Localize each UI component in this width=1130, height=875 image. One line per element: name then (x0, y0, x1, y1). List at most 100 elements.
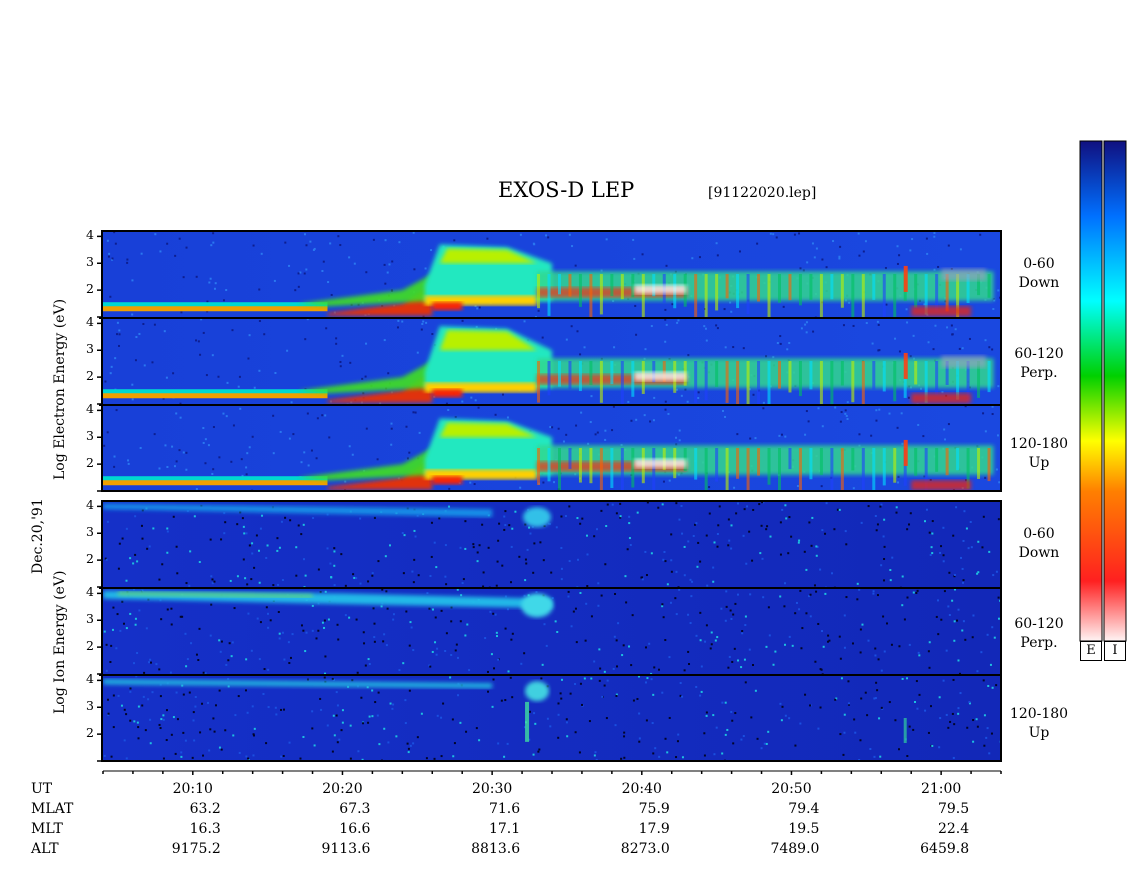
noise-pixel (281, 579, 284, 582)
noise-pixel (123, 708, 126, 711)
noise-pixel (774, 650, 777, 653)
burst-red (432, 476, 463, 485)
noise-pixel (583, 677, 586, 680)
stripe (662, 361, 666, 382)
noise-pixel (384, 282, 387, 285)
noise-pixel (368, 662, 371, 665)
colorbar-electron-label: E (1080, 641, 1102, 661)
noise-pixel (125, 757, 128, 760)
noise-pixel (575, 641, 578, 644)
noise-pixel (859, 739, 862, 742)
noise-pixel (171, 445, 174, 448)
noise-pixel (349, 724, 352, 727)
noise-pixel (982, 679, 985, 682)
noise-pixel (713, 753, 716, 756)
noise-pixel (541, 663, 544, 666)
noise-pixel (476, 560, 479, 563)
noise-pixel (336, 741, 339, 744)
noise-pixel (846, 417, 849, 420)
noise-pixel (117, 694, 120, 697)
noise-pixel (805, 410, 808, 413)
noise-pixel (765, 645, 768, 648)
noise-pixel (341, 721, 344, 724)
noise-pixel (738, 250, 741, 253)
noise-pixel (383, 339, 386, 342)
noise-pixel (524, 558, 527, 561)
noise-pixel (416, 514, 419, 517)
noise-pixel (657, 668, 660, 671)
noise-pixel (244, 689, 247, 692)
noise-pixel (877, 349, 880, 352)
noise-pixel (751, 663, 754, 666)
noise-pixel (146, 547, 149, 550)
noise-pixel (842, 753, 845, 756)
noise-pixel (767, 730, 770, 733)
noise-pixel (637, 675, 640, 678)
noise-pixel (843, 614, 846, 617)
noise-pixel (385, 590, 388, 593)
noise-pixel (779, 342, 782, 345)
noise-pixel (954, 588, 957, 591)
noise-pixel (255, 534, 258, 537)
noise-pixel (828, 639, 831, 642)
noise-pixel (588, 720, 591, 723)
noise-pixel (959, 692, 962, 695)
noise-pixel (998, 481, 1001, 484)
noise-pixel (817, 407, 820, 410)
noise-pixel (174, 254, 177, 257)
noise-pixel (459, 620, 462, 623)
panel-label-line2: Down (1018, 275, 1060, 291)
noise-pixel (681, 756, 684, 759)
noise-pixel (731, 660, 734, 663)
noise-pixel (425, 321, 428, 324)
noise-pixel (871, 342, 874, 345)
noise-pixel (113, 465, 116, 468)
noise-pixel (556, 630, 559, 633)
noise-pixel (212, 232, 215, 235)
noise-pixel (348, 256, 351, 259)
noise-pixel (127, 462, 130, 465)
noise-pixel (833, 528, 836, 531)
low-energy-band-core (103, 393, 328, 399)
noise-pixel (784, 435, 787, 438)
noise-pixel (979, 233, 982, 236)
noise-pixel (638, 712, 641, 715)
y-tick-label: 3 (86, 611, 94, 627)
noise-pixel (121, 537, 124, 540)
noise-pixel (951, 599, 954, 602)
noise-pixel (398, 669, 401, 672)
noise-pixel (475, 325, 478, 328)
noise-pixel (253, 566, 256, 569)
noise-pixel (633, 257, 636, 260)
noise-pixel (664, 560, 667, 563)
stripe (736, 274, 740, 309)
noise-pixel (870, 434, 873, 437)
noise-pixel (888, 412, 891, 415)
noise-pixel (115, 409, 118, 412)
noise-pixel (813, 584, 816, 587)
noise-pixel (329, 562, 332, 565)
noise-pixel (986, 633, 989, 636)
noise-pixel (387, 741, 390, 744)
time-axis-value: 16.6 (339, 821, 371, 837)
noise-pixel (339, 365, 342, 368)
noise-pixel (703, 754, 706, 757)
noise-pixel (320, 708, 323, 711)
noise-pixel (600, 269, 603, 272)
noise-pixel (952, 756, 955, 759)
noise-pixel (382, 640, 385, 643)
noise-pixel (705, 714, 708, 717)
noise-pixel (450, 606, 453, 609)
noise-pixel (537, 309, 540, 312)
noise-pixel (590, 677, 593, 680)
noise-pixel (905, 308, 908, 311)
noise-pixel (667, 412, 670, 415)
noise-pixel (595, 758, 598, 761)
noise-pixel (333, 564, 336, 567)
noise-pixel (640, 576, 643, 579)
noise-pixel (504, 510, 507, 513)
panel-label-e-perp: 60-120 Perp. (1004, 345, 1074, 383)
noise-pixel (909, 512, 912, 515)
noise-pixel (666, 583, 669, 586)
noise-pixel (734, 602, 737, 605)
